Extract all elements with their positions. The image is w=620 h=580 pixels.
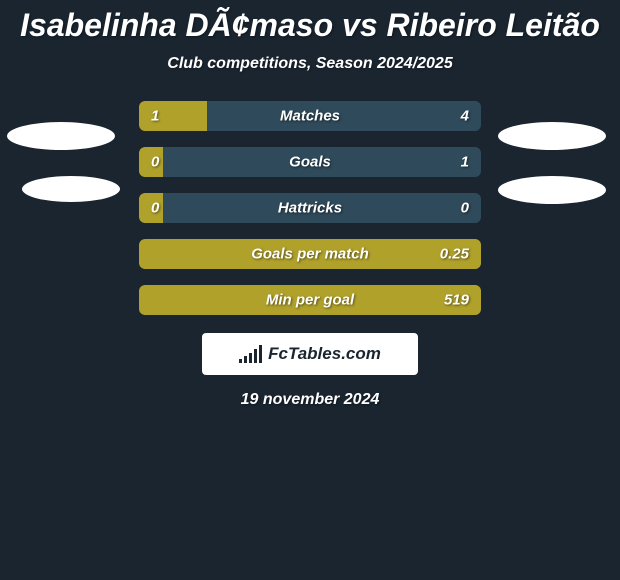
stat-row: 0Goals1 bbox=[139, 147, 481, 177]
stat-value-right: 4 bbox=[461, 108, 469, 125]
stat-value-left: 1 bbox=[151, 108, 159, 125]
stat-value-right: 519 bbox=[444, 292, 469, 309]
stat-value-left: 0 bbox=[151, 200, 159, 217]
decorative-ellipse bbox=[498, 176, 606, 204]
decorative-ellipse bbox=[22, 176, 120, 202]
logo-box: FcTables.com bbox=[202, 333, 418, 375]
stat-row: Goals per match0.25 bbox=[139, 239, 481, 269]
stat-row-fill bbox=[139, 101, 207, 131]
stat-value-left: 0 bbox=[151, 154, 159, 171]
stat-row-fill bbox=[139, 239, 481, 269]
decorative-ellipse bbox=[7, 122, 115, 150]
stat-value-right: 0 bbox=[461, 200, 469, 217]
stat-row: 0Hattricks0 bbox=[139, 193, 481, 223]
page-title: Isabelinha DÃ¢maso vs Ribeiro Leitão bbox=[0, 0, 620, 43]
stat-row: Min per goal519 bbox=[139, 285, 481, 315]
stat-row: 1Matches4 bbox=[139, 101, 481, 131]
stat-label: Goals bbox=[139, 154, 481, 171]
date-label: 19 november 2024 bbox=[0, 391, 620, 409]
stat-label: Hattricks bbox=[139, 200, 481, 217]
subtitle: Club competitions, Season 2024/2025 bbox=[0, 55, 620, 73]
stat-value-right: 1 bbox=[461, 154, 469, 171]
stat-row-fill bbox=[139, 285, 481, 315]
decorative-ellipse bbox=[498, 122, 606, 150]
logo-bars-icon bbox=[239, 345, 262, 363]
logo-text: FcTables.com bbox=[268, 344, 381, 364]
stat-value-right: 0.25 bbox=[440, 246, 469, 263]
comparison-infographic: Isabelinha DÃ¢maso vs Ribeiro Leitão Clu… bbox=[0, 0, 620, 580]
